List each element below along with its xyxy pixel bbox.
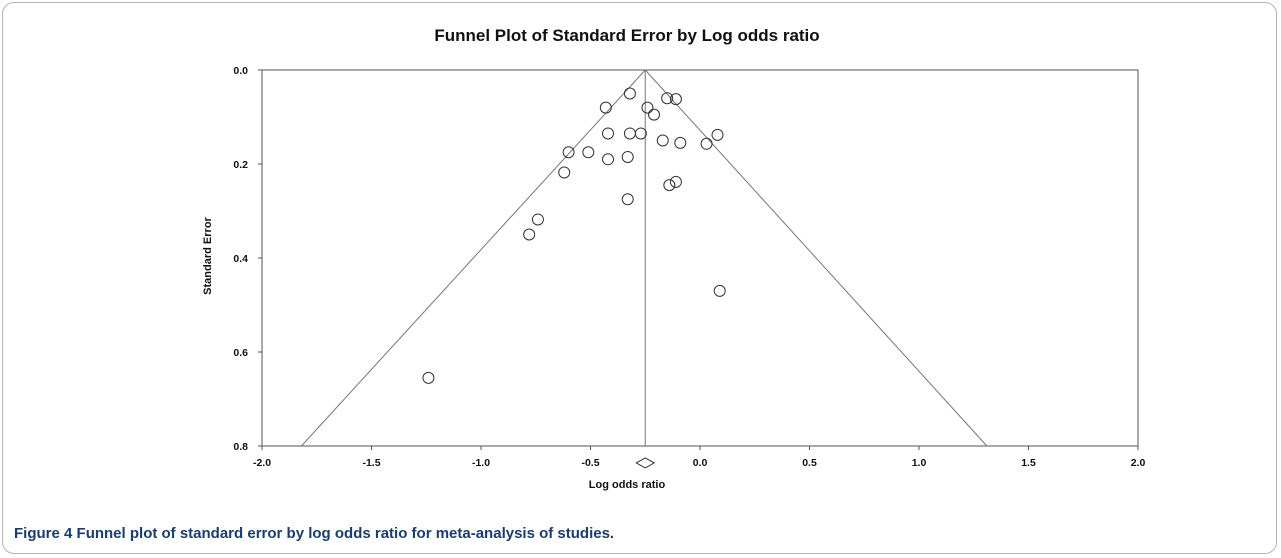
x-tick-label: -2.0 — [253, 457, 271, 469]
funnel-right-line — [644, 69, 988, 447]
x-tick-label: -0.5 — [581, 457, 599, 469]
study-point — [713, 284, 726, 297]
x-tick-label: -1.5 — [362, 457, 380, 469]
study-point — [621, 193, 634, 206]
y-tick-label: 0.8 — [233, 441, 248, 453]
funnel-left-line — [301, 69, 646, 447]
x-tick-label: 1.5 — [1021, 457, 1036, 469]
study-point — [422, 371, 435, 384]
caption-text: Funnel plot of standard error by log odd… — [76, 525, 615, 542]
chart-title: Funnel Plot of Standard Error by Log odd… — [434, 26, 819, 45]
study-point — [623, 127, 636, 140]
study-point — [711, 128, 724, 141]
study-point — [599, 101, 612, 114]
study-point — [669, 175, 682, 188]
y-axis-label: Standard Error — [202, 216, 214, 294]
figure-caption: Figure 4 Funnel plot of standard error b… — [14, 525, 614, 542]
study-point — [558, 166, 571, 179]
study-point — [669, 93, 682, 106]
summary-diamond — [635, 457, 656, 469]
y-tick-label: 0.2 — [233, 159, 248, 171]
study-point — [562, 146, 575, 159]
y-tick-label: 0.4 — [233, 253, 248, 265]
x-tick-label: 2.0 — [1131, 457, 1146, 469]
x-axis-label: Log odds ratio — [589, 479, 666, 491]
study-point — [523, 228, 536, 241]
study-point — [634, 127, 647, 140]
study-point — [641, 101, 654, 114]
x-tick-label: -1.0 — [472, 457, 490, 469]
x-tick-label: 0.5 — [802, 457, 817, 469]
y-tick-label: 0.6 — [233, 347, 248, 359]
plot-area: -2.0 -1.5 -1.0 -0.5 0.0 0.5 1.0 1.5 2.0 0.0 0.2 0.4… — [233, 65, 1145, 469]
study-point — [663, 179, 676, 192]
x-tick-label: 1.0 — [912, 457, 927, 469]
study-point — [621, 150, 634, 163]
study-point — [602, 153, 615, 166]
study-point — [674, 136, 687, 149]
x-tick-label: 0.0 — [693, 457, 708, 469]
study-point — [661, 92, 674, 105]
caption-label: Figure 4 — [14, 525, 73, 542]
y-tick-label: 0.0 — [233, 65, 248, 77]
study-point — [656, 134, 669, 147]
study-point — [602, 127, 615, 140]
study-point — [648, 108, 661, 121]
plot-border — [261, 69, 1139, 447]
study-point — [700, 137, 713, 150]
study-point — [582, 146, 595, 159]
study-point — [623, 87, 636, 100]
study-point — [531, 213, 544, 226]
